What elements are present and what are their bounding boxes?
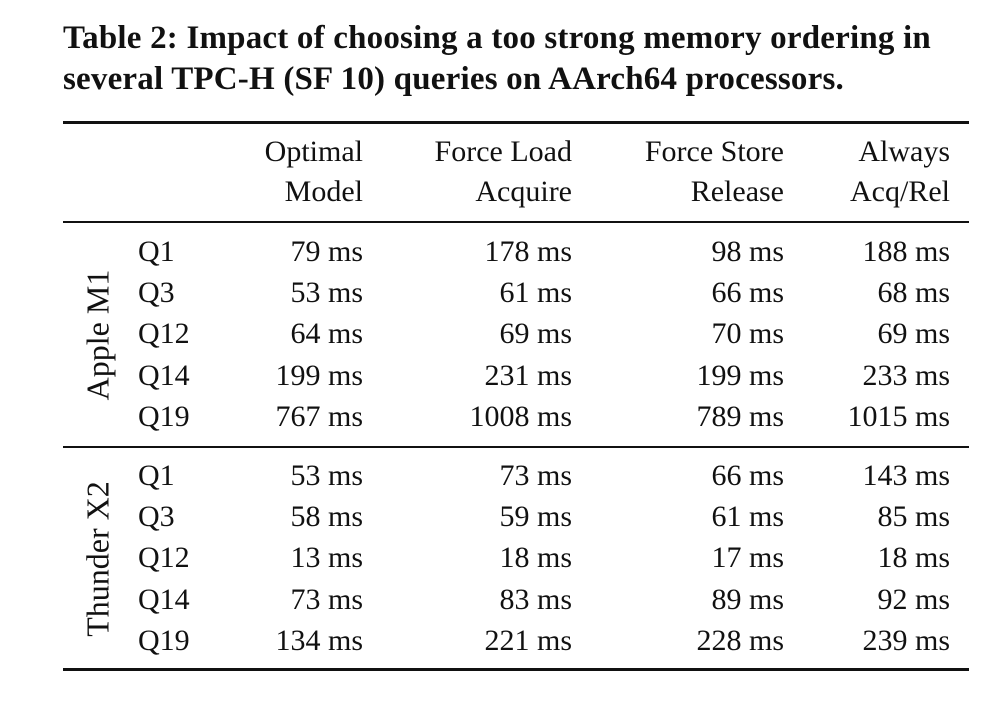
column-header-line2: Model <box>284 175 363 208</box>
table-cell-value: 231 ms <box>484 358 572 392</box>
table-cell-value: 61 ms <box>499 276 572 310</box>
query-label: Q3 <box>138 500 175 534</box>
table-cell-value: 98 ms <box>711 235 784 268</box>
table-cell-value: 53 ms <box>290 276 363 310</box>
table-cell-value: 13 ms <box>290 541 363 575</box>
column-header-line1: Force Store <box>644 135 784 168</box>
table-cell-value: 73 ms <box>499 459 572 492</box>
top-rule <box>63 121 969 124</box>
table-cell-value: 239 ms <box>862 623 950 657</box>
column-header-line2: Acq/Rel <box>850 175 950 208</box>
column-header-line2: Acquire <box>475 175 572 208</box>
query-label: Q19 <box>138 623 190 657</box>
query-label: Q19 <box>138 399 190 433</box>
table-cell-value: 66 ms <box>711 459 784 492</box>
table-cell-value: 61 ms <box>711 500 784 534</box>
group-separator-rule <box>63 446 969 448</box>
table-cell-value: 134 ms <box>275 623 363 657</box>
table-cell-value: 221 ms <box>484 623 572 657</box>
table-cell-value: 233 ms <box>862 358 950 392</box>
table-cell-value: 69 ms <box>499 317 572 351</box>
table-cell-value: 89 ms <box>711 582 784 616</box>
query-label: Q1 <box>138 459 175 492</box>
table-cell-value: 66 ms <box>711 276 784 310</box>
table-cell-value: 64 ms <box>290 317 363 351</box>
table-cell-value: 199 ms <box>696 358 784 392</box>
table-cell-value: 789 ms <box>696 399 784 433</box>
table-caption: Table 2: Impact of choosing a too strong… <box>63 20 931 97</box>
table-cell-value: 18 ms <box>499 541 572 575</box>
bottom-rule <box>63 668 969 671</box>
table-cell-value: 73 ms <box>290 582 363 616</box>
table-cell-value: 79 ms <box>290 235 363 268</box>
column-header-line1: Force Load <box>434 135 572 168</box>
query-label: Q12 <box>138 317 190 351</box>
query-label: Q1 <box>138 235 175 268</box>
table-cell-value: 1008 ms <box>469 399 572 433</box>
table-cell-value: 58 ms <box>290 500 363 534</box>
table-cell-value: 68 ms <box>877 276 950 310</box>
query-label: Q12 <box>138 541 190 575</box>
table-cell-value: 17 ms <box>711 541 784 575</box>
table-cell-value: 53 ms <box>290 459 363 492</box>
table-cell-value: 85 ms <box>877 500 950 534</box>
query-label: Q14 <box>138 582 190 616</box>
column-header-line1: Always <box>858 135 950 168</box>
query-label: Q14 <box>138 358 190 392</box>
table-cell-value: 92 ms <box>877 582 950 616</box>
table-cell-value: 143 ms <box>862 459 950 492</box>
group-label: Apple M1 <box>79 269 116 401</box>
table-cell-value: 59 ms <box>499 500 572 534</box>
table-cell-value: 767 ms <box>275 399 363 433</box>
query-label: Q3 <box>138 276 175 310</box>
group-label: Thunder X2 <box>79 481 116 637</box>
header-rule <box>63 221 969 223</box>
table-cell-value: 188 ms <box>862 235 950 268</box>
table-cell-value: 70 ms <box>711 317 784 351</box>
column-header-line1: Optimal <box>264 135 363 168</box>
table-cell-value: 228 ms <box>696 623 784 657</box>
table-cell-value: 83 ms <box>499 582 572 616</box>
column-header-line2: Release <box>690 175 784 208</box>
table-cell-value: 69 ms <box>877 317 950 351</box>
table-cell-value: 178 ms <box>484 235 572 268</box>
table-cell-value: 199 ms <box>275 358 363 392</box>
table-cell-value: 1015 ms <box>847 399 950 433</box>
table-cell-value: 18 ms <box>877 541 950 575</box>
